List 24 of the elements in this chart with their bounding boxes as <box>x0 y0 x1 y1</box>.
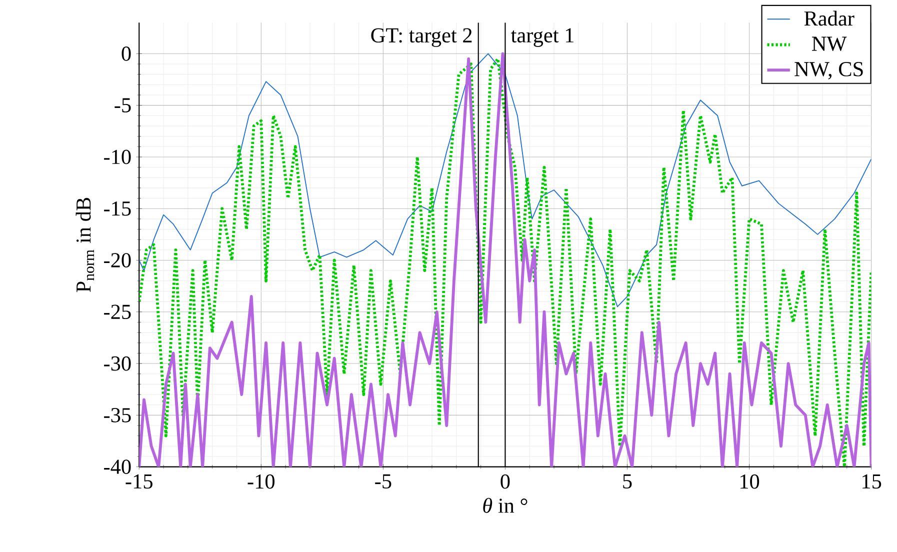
x-tick-label: 0 <box>500 474 510 489</box>
legend-label: NW <box>812 36 847 52</box>
y-tick-label: -20 <box>104 253 131 268</box>
y-tick-label: -25 <box>104 304 131 320</box>
y-tick-label: -10 <box>104 150 131 164</box>
line-series <box>139 53 872 308</box>
y-tick-label: -5 <box>114 98 131 112</box>
x-tick-label: -15 <box>126 474 152 489</box>
x-tick-label: 5 <box>623 474 632 489</box>
x-tick-label: -10 <box>248 474 274 489</box>
ref-line-label: GT: target 2 <box>371 28 472 47</box>
y-tick-label: -15 <box>104 202 131 216</box>
ref-line-label: target 1 <box>510 28 574 47</box>
legend-label: NW, CS <box>794 62 863 80</box>
x-tick-label: 15 <box>862 474 882 489</box>
y-tick-label: 0 <box>122 46 131 61</box>
legend-label: Radar <box>804 10 854 26</box>
x-tick-label: 10 <box>740 474 760 489</box>
y-tick-label: -30 <box>104 356 131 371</box>
x-tick-label: -5 <box>375 474 392 489</box>
x-axis-title: θ in ° <box>483 498 528 513</box>
y-axis-title: P$_{norm}$ in dB <box>76 198 94 292</box>
y-tick-label: -35 <box>104 408 131 422</box>
y-tick-label: -40 <box>104 460 131 474</box>
